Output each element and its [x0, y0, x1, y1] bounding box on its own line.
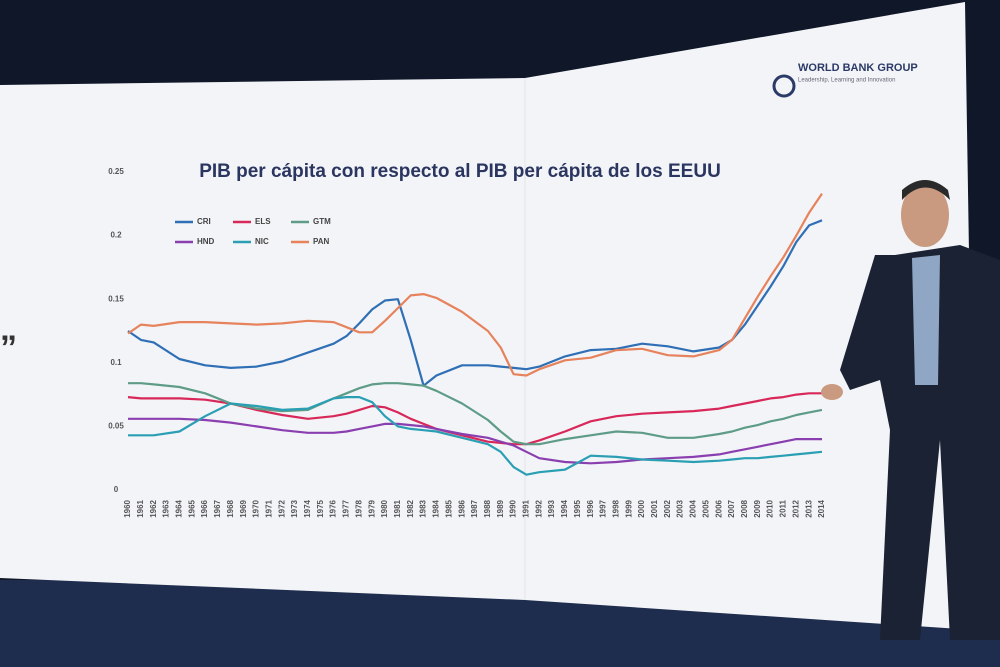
x-tick-label: 1980: [380, 499, 389, 517]
x-tick-label: 1979: [367, 499, 376, 517]
x-tick-label: 2012: [791, 499, 800, 517]
x-tick-label: 1987: [470, 499, 479, 517]
x-tick-label: 2006: [714, 499, 723, 517]
x-tick-label: 2008: [740, 499, 749, 517]
logo-tagline: Leadership, Learning and Innovation: [798, 78, 895, 84]
presenter-head: [901, 183, 949, 247]
x-tick-label: 1978: [354, 499, 363, 517]
x-tick-label: 1988: [483, 499, 492, 517]
x-tick-label: 1972: [277, 499, 286, 517]
legend-label: PAN: [313, 237, 330, 246]
x-tick-label: 1990: [509, 499, 518, 517]
y-tick-label: 0.2: [110, 231, 122, 240]
x-tick-label: 1981: [393, 499, 402, 517]
x-tick-label: 2013: [804, 499, 813, 517]
x-tick-label: 1976: [329, 499, 338, 517]
x-tick-label: 1989: [496, 499, 505, 517]
x-tick-label: 1991: [522, 499, 531, 517]
x-tick-label: 1985: [444, 499, 453, 517]
x-tick-label: 2001: [650, 499, 659, 517]
x-tick-label: 2011: [779, 499, 788, 517]
x-tick-label: 1995: [573, 499, 582, 517]
x-tick-label: 1963: [162, 499, 171, 517]
series-line: [128, 417, 822, 465]
x-tick-label: 2002: [663, 499, 672, 517]
x-tick-label: 2005: [701, 499, 710, 517]
screen: [0, 2, 975, 630]
logo-globe: [772, 74, 796, 98]
x-tick-label: 1960: [123, 499, 132, 517]
x-tick-label: 1970: [252, 499, 261, 517]
x-tick-label: 1975: [316, 499, 325, 517]
x-tick-label: 2004: [689, 499, 698, 517]
x-tick-label: 1997: [599, 499, 608, 517]
presenter-hair: [902, 180, 950, 200]
side-text: ”: [0, 329, 17, 367]
x-tick-label: 1993: [547, 499, 556, 517]
legend-label: CRI: [197, 217, 211, 226]
series-line: [127, 392, 822, 446]
x-tick-label: 1996: [586, 499, 595, 517]
y-tick-label: 0.1: [110, 358, 122, 367]
x-tick-label: 1968: [226, 499, 235, 517]
legend-label: GTM: [313, 217, 331, 226]
x-tick-label: 1998: [611, 499, 620, 517]
x-tick-label: 1973: [290, 499, 299, 517]
x-tick-label: 1969: [239, 499, 248, 517]
x-tick-label: 1986: [457, 499, 466, 517]
series-line: [128, 382, 823, 446]
x-tick-label: 2000: [637, 499, 646, 517]
presenter-hand: [821, 384, 843, 400]
x-tick-label: 1965: [187, 499, 196, 517]
presenter-body: [840, 245, 1000, 640]
y-tick-label: 0.25: [108, 167, 124, 176]
y-tick-label: 0: [114, 485, 119, 494]
x-tick-label: 1964: [175, 499, 184, 517]
x-tick-label: 2010: [766, 499, 775, 517]
x-tick-label: 2014: [817, 499, 826, 517]
x-tick-label: 1977: [342, 499, 351, 517]
x-tick-label: 2003: [676, 499, 685, 517]
x-tick-label: 2007: [727, 499, 736, 517]
logo-name: WORLD BANK GROUP: [798, 62, 918, 74]
x-tick-label: 1962: [149, 499, 158, 517]
x-tick-label: 1971: [264, 499, 273, 517]
legend-label: HND: [197, 237, 215, 246]
x-tick-label: 1974: [303, 499, 312, 517]
x-tick-label: 1967: [213, 499, 222, 517]
series-line: [128, 396, 823, 476]
series-line: [127, 192, 823, 377]
x-tick-label: 1999: [624, 499, 633, 517]
x-tick-label: 1994: [560, 499, 569, 517]
x-tick-label: 1983: [419, 499, 428, 517]
presenter-shirt: [912, 255, 940, 385]
x-tick-label: 1984: [432, 499, 441, 517]
x-tick-label: 1992: [534, 499, 543, 517]
series-line: [127, 219, 823, 387]
legend-label: NIC: [255, 237, 269, 246]
presenter: [821, 180, 1000, 640]
legend-label: ELS: [255, 217, 271, 226]
x-tick-label: 1966: [200, 499, 209, 517]
x-tick-label: 2009: [753, 499, 762, 517]
y-tick-label: 0.15: [108, 294, 124, 303]
chart-title: PIB per cápita con respecto al PIB per c…: [199, 161, 721, 182]
x-tick-label: 1982: [406, 499, 415, 517]
y-tick-label: 0.05: [108, 422, 124, 431]
x-tick-label: 1961: [136, 499, 145, 517]
